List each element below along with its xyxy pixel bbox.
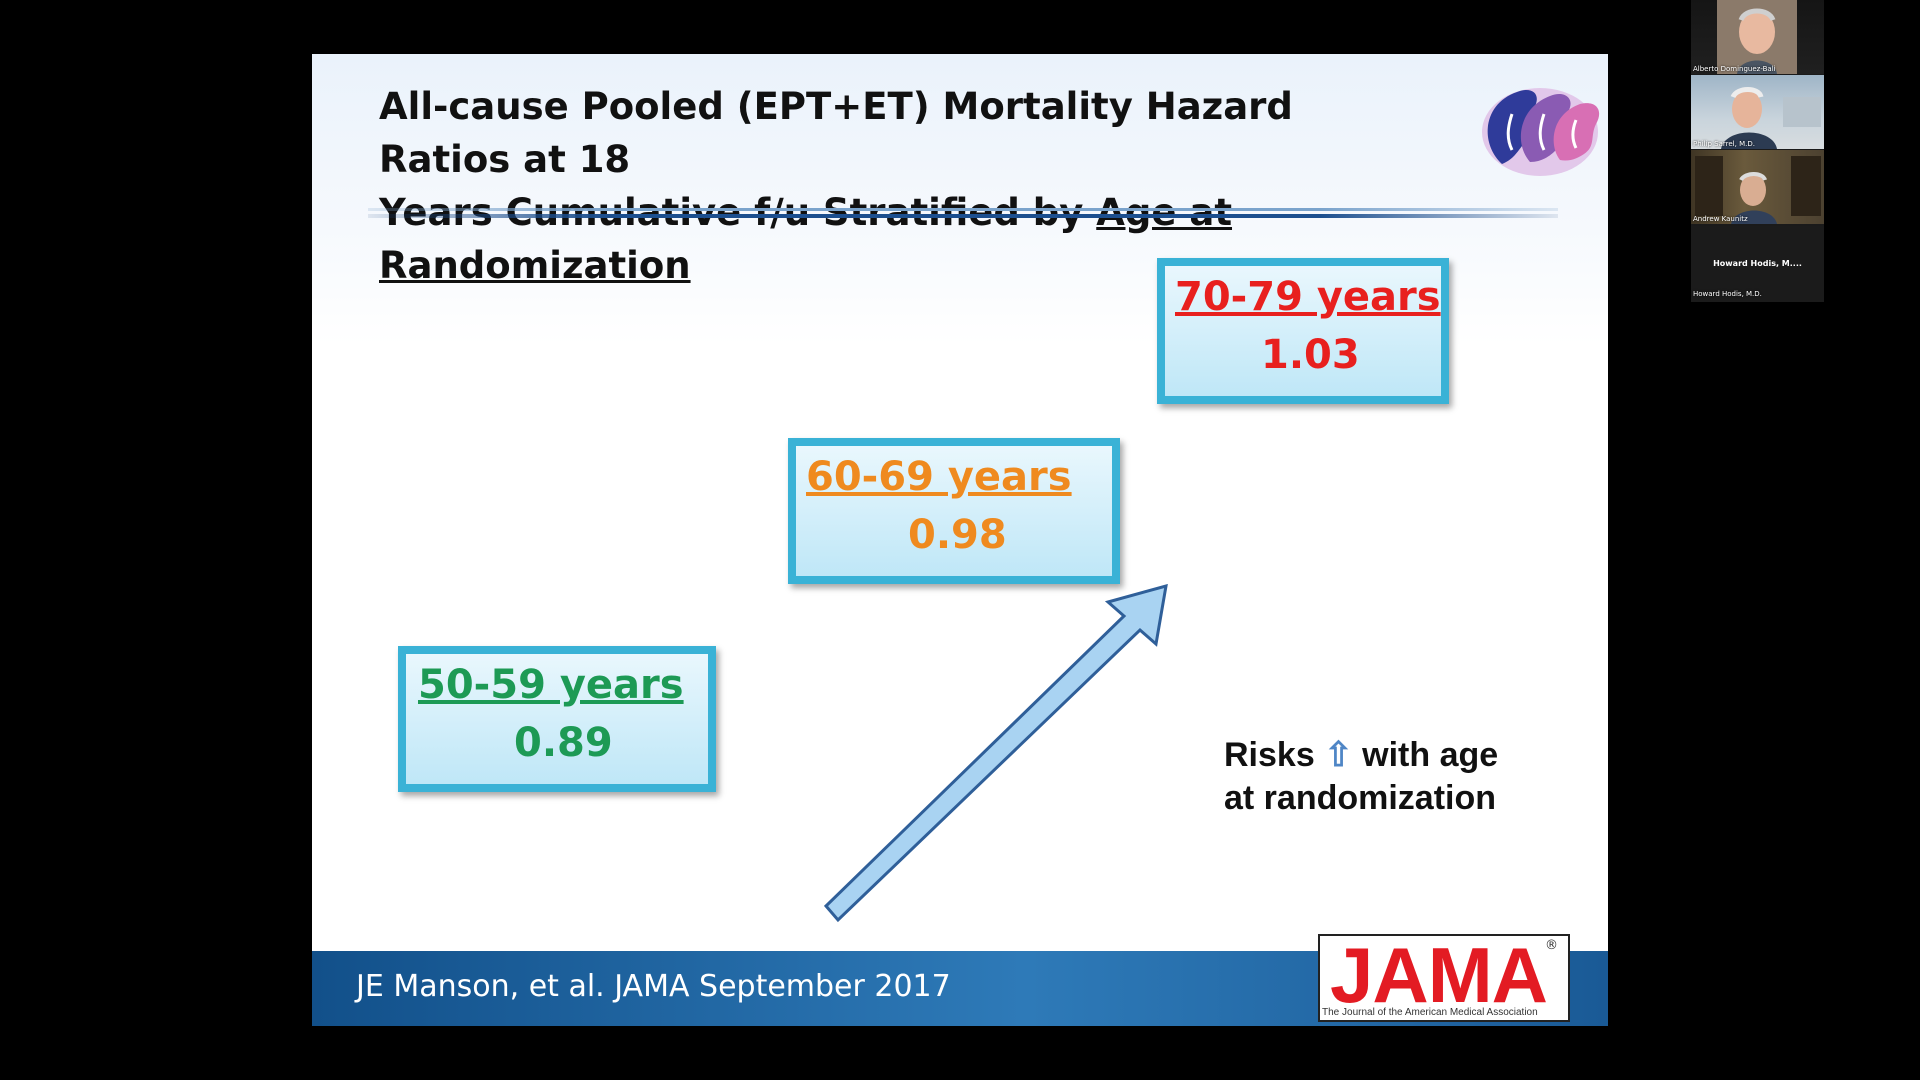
participant-name: Howard Hodis, M.D. xyxy=(1693,290,1762,298)
participant-video-icon xyxy=(1721,87,1821,149)
participant-name: Philip Sarrel, M.D. xyxy=(1693,140,1755,148)
risk-note: Risks ⇧ with age at randomization xyxy=(1224,734,1498,820)
participant-tile[interactable]: Philip Sarrel, M.D. xyxy=(1691,75,1824,149)
age-50-59-box: 50-59 years 0.89 xyxy=(398,646,716,792)
registered-mark: ® xyxy=(1545,938,1558,953)
title-line-2-text: Years Cumulative f/u Stratified by xyxy=(379,191,1097,234)
participant-tile[interactable]: Howard Hodis, M.... Howard Hodis, M.D. xyxy=(1691,226,1824,302)
title-line-1: All-cause Pooled (EPT+ET) Mortality Haza… xyxy=(379,85,1293,181)
slide-title: All-cause Pooled (EPT+ET) Mortality Haza… xyxy=(379,80,1379,292)
participant-tile[interactable]: Alberto Dominguez-Bali xyxy=(1691,0,1824,74)
hazard-ratio-value: 1.03 xyxy=(1261,332,1360,378)
hazard-ratio-value: 0.98 xyxy=(908,512,1007,558)
risk-line-2: at randomization xyxy=(1224,779,1497,817)
risk-text-after: with age xyxy=(1362,736,1499,774)
participant-label: Howard Hodis, M.... xyxy=(1713,259,1802,268)
participant-tile[interactable]: Andrew Kaunitz xyxy=(1691,150,1824,224)
increasing-trend-arrow-icon xyxy=(823,584,1168,923)
age-70-79-box: 70-79 years 1.03 xyxy=(1157,258,1449,404)
citation-text: JE Manson, et al. JAMA September 2017 xyxy=(356,969,951,1004)
jama-logo: JAMA ® The Journal of the American Medic… xyxy=(1318,931,1570,1022)
participant-video-icon xyxy=(1695,156,1821,224)
presentation-slide: All-cause Pooled (EPT+ET) Mortality Haza… xyxy=(312,54,1608,1026)
risk-text: Risks xyxy=(1224,736,1315,774)
whi-faces-logo-icon xyxy=(1482,88,1600,176)
title-underlined-text: Age at Randomization xyxy=(379,191,1233,287)
jama-subtitle: The Journal of the American Medical Asso… xyxy=(1322,1007,1538,1018)
hazard-ratio-value: 0.89 xyxy=(514,720,613,766)
title-divider xyxy=(368,208,1558,222)
risk-line-1: Risks ⇧ with age xyxy=(1224,734,1498,777)
participant-panel: Alberto Dominguez-Bali Philip Sarrel, M.… xyxy=(1691,0,1824,302)
age-range-label: 70-79 years xyxy=(1175,274,1441,320)
title-line-2: Years Cumulative f/u Stratified by Age a… xyxy=(379,186,1379,292)
age-60-69-box: 60-69 years 0.98 xyxy=(788,438,1120,584)
jama-logo-text: JAMA xyxy=(1330,931,1548,1019)
participant-name: Alberto Dominguez-Bali xyxy=(1693,65,1776,73)
age-range-label: 60-69 years xyxy=(806,454,1072,500)
up-arrow-icon: ⇧ xyxy=(1324,736,1353,774)
participant-video-icon xyxy=(1717,0,1797,74)
age-range-label: 50-59 years xyxy=(418,662,684,708)
participant-name: Andrew Kaunitz xyxy=(1693,215,1748,223)
